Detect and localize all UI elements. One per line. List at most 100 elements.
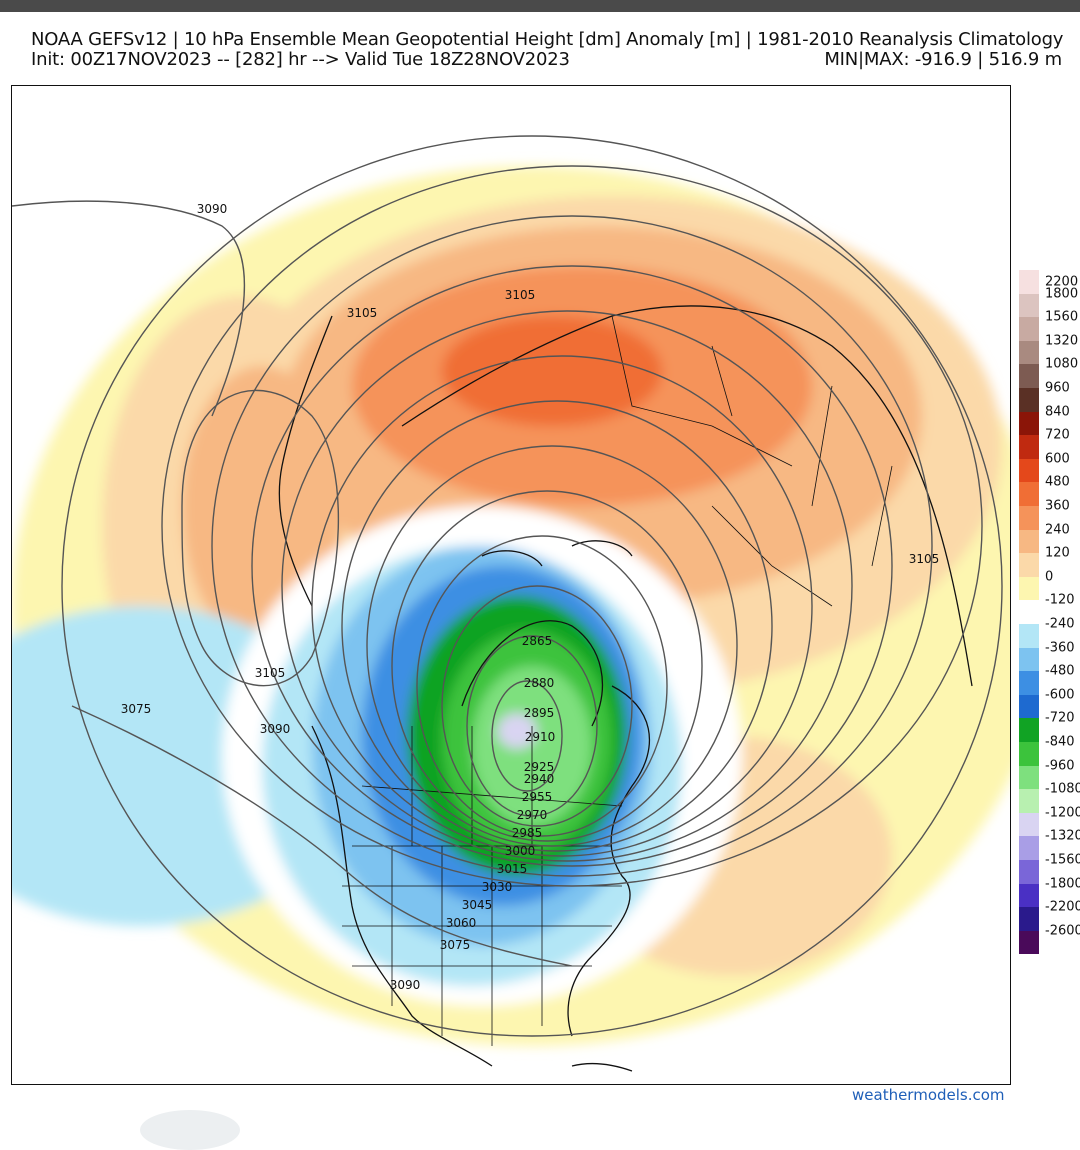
credit-link[interactable]: weathermodels.com <box>852 1086 1005 1104</box>
contour-label: 3000 <box>505 844 536 858</box>
contour-ring-12 <box>491 680 563 792</box>
legend-swatch <box>1019 576 1039 601</box>
legend-tick-label: -1200 <box>1045 805 1080 821</box>
legend-tick-label: -480 <box>1045 663 1075 679</box>
legend-tick-label: -840 <box>1045 734 1075 750</box>
legend-swatch <box>1019 506 1039 530</box>
caribbean-islands <box>571 1062 633 1072</box>
legend-swatch <box>1019 529 1039 554</box>
contour-label: 2880 <box>524 676 555 690</box>
legend-tick-label: 360 <box>1045 498 1070 514</box>
map-svg: 3090 3105 3105 3105 3105 3075 3090 2865 … <box>12 135 1010 1072</box>
legend-swatch <box>1019 742 1039 766</box>
contour-label: 3105 <box>255 666 286 680</box>
contour-label: 3075 <box>121 702 152 716</box>
contour-label: 3105 <box>909 552 940 566</box>
legend-tick-label: 960 <box>1045 380 1070 396</box>
legend-swatch <box>1019 860 1039 884</box>
legend-swatch <box>1019 317 1039 341</box>
legend-swatch <box>1019 270 1039 294</box>
contour-label: 2955 <box>522 790 553 804</box>
legend-swatch <box>1019 671 1039 695</box>
north-america-coast <box>311 685 651 1067</box>
contour-label: 3015 <box>497 862 528 876</box>
contour-label: 2865 <box>522 634 553 648</box>
legend-swatch <box>1019 340 1039 365</box>
legend-swatch <box>1019 907 1039 931</box>
pos-480-core <box>442 316 662 426</box>
legend-tick-label: 0 <box>1045 569 1054 585</box>
legend-tick-label: -120 <box>1045 592 1075 608</box>
init-valid-line: Init: 00Z17NOV2023 -- [282] hr --> Valid… <box>31 49 570 70</box>
contour-label: 3105 <box>505 288 536 302</box>
contour-3105-ring <box>161 165 983 887</box>
contour-3090-arc <box>12 200 246 417</box>
contour-ring-10 <box>441 585 633 827</box>
legend-tick-label: -720 <box>1045 710 1075 726</box>
legend-tick-label: -2600 <box>1045 923 1080 939</box>
legend-tick-label: -360 <box>1045 640 1075 656</box>
anomaly-shading <box>12 166 1010 1046</box>
legend-tick-label: 240 <box>1045 522 1070 538</box>
contour-ring-11 <box>466 635 598 817</box>
us-state-grid <box>342 845 622 1046</box>
legend-tick-label: 1320 <box>1045 333 1079 349</box>
contour-label: 3060 <box>446 916 477 930</box>
contour-label: 3075 <box>440 938 471 952</box>
contour-label: 2970 <box>517 808 548 822</box>
legend-swatch <box>1019 647 1039 672</box>
contour-label: 2895 <box>524 706 555 720</box>
legend-swatch <box>1019 553 1039 577</box>
eurasia-coast <box>401 305 973 687</box>
contour-label: 3090 <box>197 202 228 216</box>
contour-ring-3 <box>251 265 893 867</box>
neg-960-core <box>497 713 537 749</box>
legend-swatch <box>1019 930 1039 955</box>
contour-ring-2 <box>211 215 933 877</box>
contour-ring-8 <box>391 490 703 842</box>
decorative-blob <box>140 1110 240 1150</box>
legend-swatch <box>1019 883 1039 908</box>
contour-label: 2985 <box>512 826 543 840</box>
legend-swatch <box>1019 812 1039 837</box>
legend-tick-label: -2200 <box>1045 899 1080 915</box>
legend-tick-label: 600 <box>1045 451 1070 467</box>
legend-swatch <box>1019 836 1039 860</box>
chart-title: NOAA GEFSv12 | 10 hPa Ensemble Mean Geop… <box>31 29 1064 50</box>
legend-tick-label: 1800 <box>1045 286 1079 302</box>
legend-tick-label: 1080 <box>1045 356 1079 372</box>
min-max-readout: MIN|MAX: -916.9 | 516.9 m <box>824 49 1062 70</box>
legend-swatch <box>1019 293 1039 318</box>
legend-swatch <box>1019 411 1039 436</box>
legend-swatch <box>1019 600 1039 624</box>
contour-label: 3090 <box>260 722 291 736</box>
contour-label: 3030 <box>482 880 513 894</box>
legend-swatch <box>1019 458 1039 483</box>
legend-swatch <box>1019 789 1039 813</box>
legend-tick-label: 1560 <box>1045 309 1079 325</box>
asia-east-coast <box>278 315 333 607</box>
contour-ring-5 <box>311 355 813 857</box>
top-bar <box>0 0 1080 12</box>
legend-swatch <box>1019 694 1039 719</box>
legend-tick-label: 2200 <box>1045 274 1079 290</box>
legend-swatch <box>1019 624 1039 648</box>
greenland-coast <box>461 620 604 727</box>
contour-label: 3045 <box>462 898 493 912</box>
legend-tick-label: -240 <box>1045 616 1075 632</box>
legend-swatch <box>1019 364 1039 388</box>
legend-tick-label: 120 <box>1045 545 1070 561</box>
legend-tick-label: 720 <box>1045 427 1070 443</box>
height-contours <box>12 135 1003 1037</box>
legend-tick-label: 480 <box>1045 474 1070 490</box>
contour-ring-4 <box>281 310 853 862</box>
contour-label: 2925 <box>524 760 555 774</box>
contour-label: 2910 <box>525 730 556 744</box>
legend-tick-label: -600 <box>1045 687 1075 703</box>
contour-outer-3090 <box>61 135 1003 1037</box>
eurasia-borders <box>611 315 893 607</box>
legend-swatch <box>1019 482 1039 506</box>
legend-tick-label: -1560 <box>1045 852 1080 868</box>
contour-label: 2940 <box>524 772 555 786</box>
legend-tick-label: -1800 <box>1045 876 1080 892</box>
